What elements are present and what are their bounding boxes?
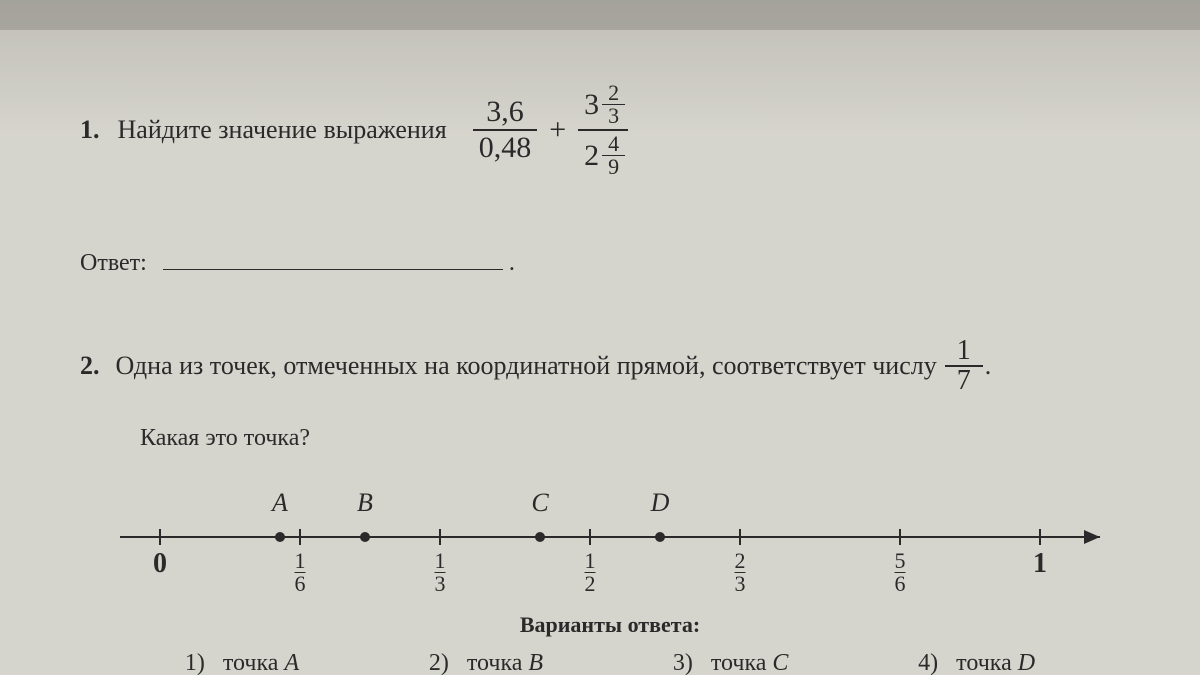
problem-2-text: Одна из точек, отмеченных на координатно… <box>116 351 937 381</box>
point-label-D: D <box>651 488 670 518</box>
variant-3: 3) точка C <box>673 650 789 675</box>
mixed-bot-den: 9 <box>605 156 622 178</box>
frac2-num: 3 2 3 <box>578 80 628 129</box>
target-num: 1 <box>951 337 977 365</box>
problem-2-sub: Какая это точка? <box>140 425 1140 452</box>
answer-period: . <box>509 250 515 276</box>
variant-4: 4) точка D <box>918 650 1035 675</box>
top-shadow <box>0 0 1200 30</box>
mixed-top-den: 3 <box>605 105 622 127</box>
mixed-top-num: 2 <box>605 82 622 104</box>
number-line-svg <box>100 482 1120 602</box>
tick-label: 13 <box>435 548 446 595</box>
tick-label: 1 <box>1033 548 1047 580</box>
mixed-bot: 2 4 9 <box>584 133 622 178</box>
variants-title: Варианты ответа: <box>80 612 1140 638</box>
fraction-2: 3 2 3 2 4 <box>578 80 628 180</box>
problem-1-text: Найдите значение выражения <box>118 115 447 145</box>
variant-2: 2) точка B <box>429 650 543 675</box>
tick-label: 56 <box>895 548 906 595</box>
mixed-bot-num: 4 <box>605 133 622 155</box>
point-label-B: B <box>357 488 373 518</box>
answer-line: Ответ: . <box>80 250 1140 277</box>
fraction-1: 3,6 0,48 <box>473 95 538 165</box>
tick-label: 12 <box>585 548 596 595</box>
problem-1-row: 1. Найдите значение выражения 3,6 0,48 +… <box>80 80 1140 180</box>
problem-2-period: . <box>985 351 992 381</box>
tick-label: 16 <box>295 548 306 595</box>
point-label-C: C <box>531 488 548 518</box>
mixed-top: 3 2 3 <box>584 82 622 127</box>
mixed-top-whole: 3 <box>584 90 599 120</box>
target-den: 7 <box>951 367 977 395</box>
mixed-top-frac: 2 3 <box>605 82 622 127</box>
tick-label: 0 <box>153 548 167 580</box>
variants-row: 1) точка A 2) точка B 3) точка C 4) точк… <box>80 650 1140 675</box>
tick-label: 23 <box>735 548 746 595</box>
variant-1: 1) точка A <box>185 650 299 675</box>
mixed-bot-frac: 4 9 <box>605 133 622 178</box>
problem-1-number: 1. <box>80 115 100 145</box>
problem-1: 1. Найдите значение выражения 3,6 0,48 +… <box>80 80 1140 277</box>
answer-blank[interactable] <box>163 269 503 270</box>
answer-label: Ответ: <box>80 250 147 276</box>
frac2-den: 2 4 9 <box>578 131 628 180</box>
problem-2-number: 2. <box>80 351 100 381</box>
problem-2: 2. Одна из точек, отмеченных на координа… <box>80 337 1140 395</box>
problem-2-target-frac: 1 7 <box>951 337 977 395</box>
mixed-bot-whole: 2 <box>584 141 599 171</box>
worksheet-page: 1. Найдите значение выражения 3,6 0,48 +… <box>0 0 1200 675</box>
number-line: 0 16 13 12 23 56 1 A B C D <box>100 482 1120 602</box>
frac1-den: 0,48 <box>473 131 538 165</box>
frac1-num: 3,6 <box>480 95 530 129</box>
point-label-A: A <box>272 488 288 518</box>
problem-1-expression: 3,6 0,48 + 3 2 3 <box>467 80 634 180</box>
plus-sign: + <box>549 113 566 147</box>
